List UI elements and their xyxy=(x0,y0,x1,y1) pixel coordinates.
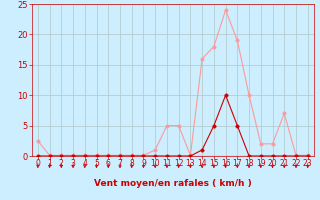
X-axis label: Vent moyen/en rafales ( km/h ): Vent moyen/en rafales ( km/h ) xyxy=(94,179,252,188)
